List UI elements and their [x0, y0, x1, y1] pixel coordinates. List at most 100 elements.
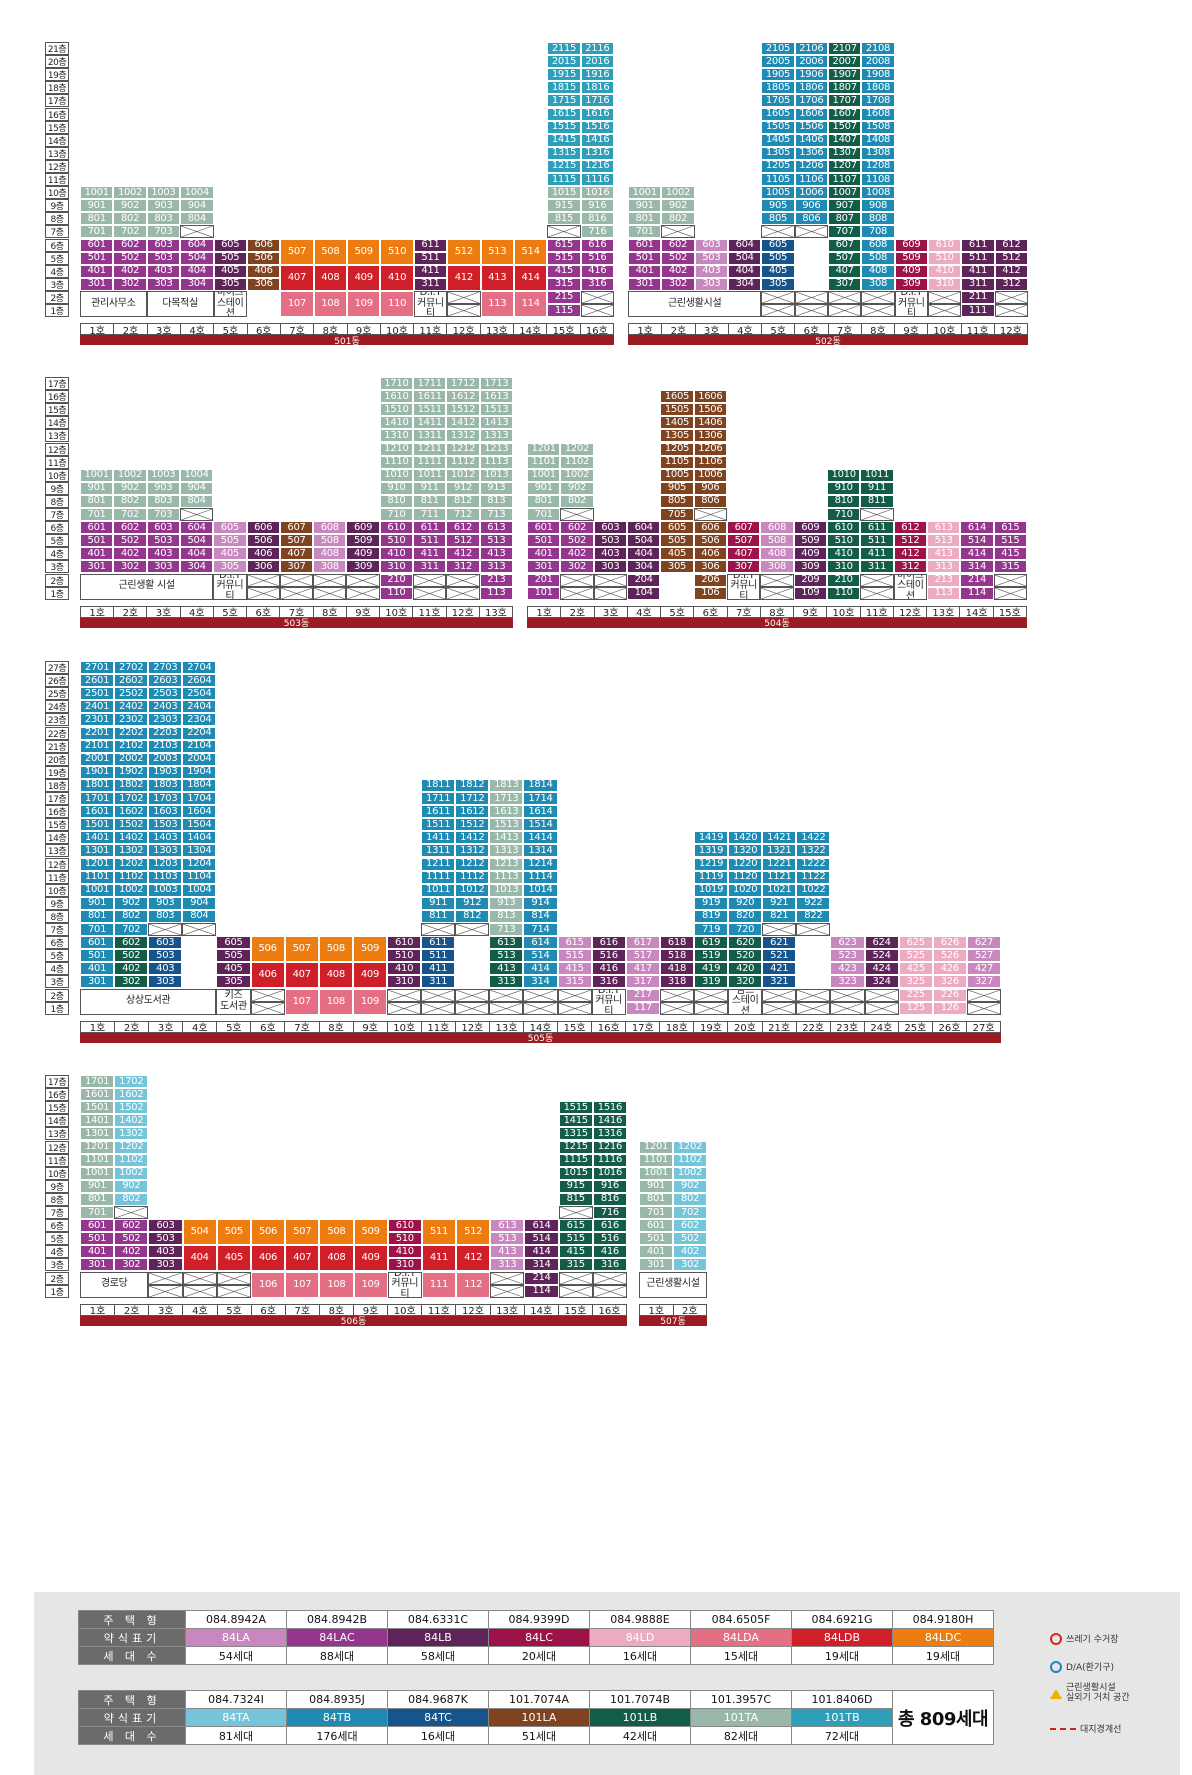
floor-label: 5층 [45, 251, 69, 265]
line-number: 24호 [865, 1021, 899, 1034]
unit-cell: 606 [246, 521, 280, 535]
unit-cell: 903 [148, 896, 183, 910]
unit-cell: 2103 [148, 739, 183, 753]
unit-cell: 404 [728, 264, 762, 278]
unit-cell: 701 [639, 1206, 673, 1220]
unit-cell: 405 [213, 264, 247, 278]
unit-cell: 309 [346, 560, 380, 574]
facility-label: D.I.Y 커뮤니티 [413, 290, 448, 318]
unit-cell: 901 [628, 199, 662, 213]
unit-cell: 302 [113, 277, 147, 291]
unit-cell: 1101 [80, 870, 115, 884]
unit-cell: 405 [660, 547, 694, 561]
unit-cell: 1516 [592, 1101, 627, 1115]
type-cell: 084.6921G [791, 1610, 893, 1629]
unit-cell: 501 [80, 949, 115, 963]
unit-cell: 1305 [761, 146, 795, 160]
line-number: 2호 [114, 324, 148, 337]
unit-cell: 511 [421, 1219, 457, 1246]
unit-cell: 403 [148, 962, 183, 976]
unit-cell: 1001 [628, 186, 662, 200]
unit-cell: 1406 [794, 133, 828, 147]
unit-cell: 306 [246, 277, 281, 291]
unit-cell: 606 [246, 238, 281, 252]
floor-label: 7층 [45, 1206, 69, 1220]
unit-cell: 702 [673, 1206, 707, 1220]
line-number: 7호 [285, 1021, 320, 1034]
unit-cell: 1707 [828, 94, 862, 108]
facility-label: D.I.Y 커뮤니티 [591, 988, 626, 1015]
unit-cell: 1602 [114, 1088, 149, 1102]
line-number: 2호 [561, 606, 595, 619]
unit-cell: 608 [760, 521, 794, 535]
unit-cell: 816 [592, 1192, 627, 1206]
facility-label: 상상도서관 [80, 988, 217, 1015]
unit-cell: 702 [114, 923, 149, 937]
empty-unit [593, 573, 627, 587]
unit-cell: 608 [861, 238, 895, 252]
line-number: 7호 [728, 606, 761, 619]
unit-cell: 507 [284, 936, 319, 963]
unit-cell: 801 [628, 212, 662, 226]
unit-cell: 510 [379, 534, 414, 548]
unit-cell: 411 [413, 264, 448, 278]
unit-cell: 616 [592, 1219, 627, 1233]
count-cell: 16세대 [589, 1646, 691, 1665]
unit-cell: 626 [932, 936, 967, 950]
unit-cell: 901 [80, 199, 114, 213]
line-number: 15호 [559, 1304, 593, 1317]
unit-cell: 1601 [80, 805, 115, 819]
unit-cell: 2502 [114, 687, 149, 701]
unit-cell: 406 [250, 1245, 286, 1272]
unit-cell: 411 [421, 1245, 457, 1272]
unit-cell: 303 [148, 975, 183, 989]
unit-cell: 415 [557, 962, 592, 976]
unit-cell: 311 [421, 975, 456, 989]
type-mark-cell: 84TA [185, 1708, 287, 1727]
unit-cell: 408 [318, 962, 353, 989]
unit-cell: 601 [80, 936, 115, 950]
unit-cell: 1019 [694, 883, 729, 897]
unit-cell: 310 [928, 277, 962, 291]
unit-cell: 821 [762, 909, 797, 923]
unit-cell: 1213 [489, 857, 524, 871]
unit-cell: 1706 [794, 94, 828, 108]
unit-cell: 711 [413, 508, 447, 522]
count-cell: 15세대 [690, 1646, 792, 1665]
unit-cell: 1201 [639, 1140, 673, 1154]
line-number: 25호 [899, 1021, 933, 1034]
unit-cell: 402 [113, 264, 147, 278]
unit-cell: 514 [524, 1232, 559, 1246]
line-number-row: 1호 2호 3호 4호 5호 6호 7호 8호 9호 10호 11호 12호 13호 14호 15호 16호 [80, 323, 614, 337]
unit-cell: 801 [80, 1192, 115, 1206]
unit-cell: 1201 [80, 1140, 115, 1154]
floor-label: 11층 [45, 173, 69, 187]
count-cell: 58세대 [387, 1646, 489, 1665]
unit-cell: 117 [625, 1001, 660, 1015]
line-number: 22호 [797, 1021, 831, 1034]
unit-cell: 513 [480, 238, 514, 265]
floor-label: 21층 [45, 739, 69, 753]
unit-cell: 1316 [580, 146, 614, 160]
unit-cell: 1713 [489, 792, 524, 806]
unit-cell: 1511 [421, 818, 456, 832]
empty-unit [762, 988, 797, 1002]
empty-unit [966, 988, 1001, 1002]
empty-unit [413, 573, 447, 587]
unit-cell: 1422 [796, 831, 831, 845]
unit-cell: 1713 [479, 377, 513, 391]
unit-cell: 710 [379, 508, 414, 522]
type-mark-cell: 84LDB [791, 1628, 893, 1647]
line-number: 2호 [114, 606, 148, 619]
unit-cell: 402 [114, 962, 149, 976]
unit-cell: 320 [728, 975, 763, 989]
unit-cell: 713 [479, 508, 513, 522]
line-number: 8호 [314, 606, 347, 619]
unit-cell: 501 [628, 251, 662, 265]
unit-cell: 801 [80, 212, 114, 226]
line-number: 6호 [248, 324, 281, 337]
unit-cell: 415 [558, 1245, 593, 1259]
floor-label: 3층 [45, 1258, 69, 1272]
unit-cell: 2203 [148, 726, 183, 740]
unit-cell: 1101 [639, 1153, 673, 1167]
